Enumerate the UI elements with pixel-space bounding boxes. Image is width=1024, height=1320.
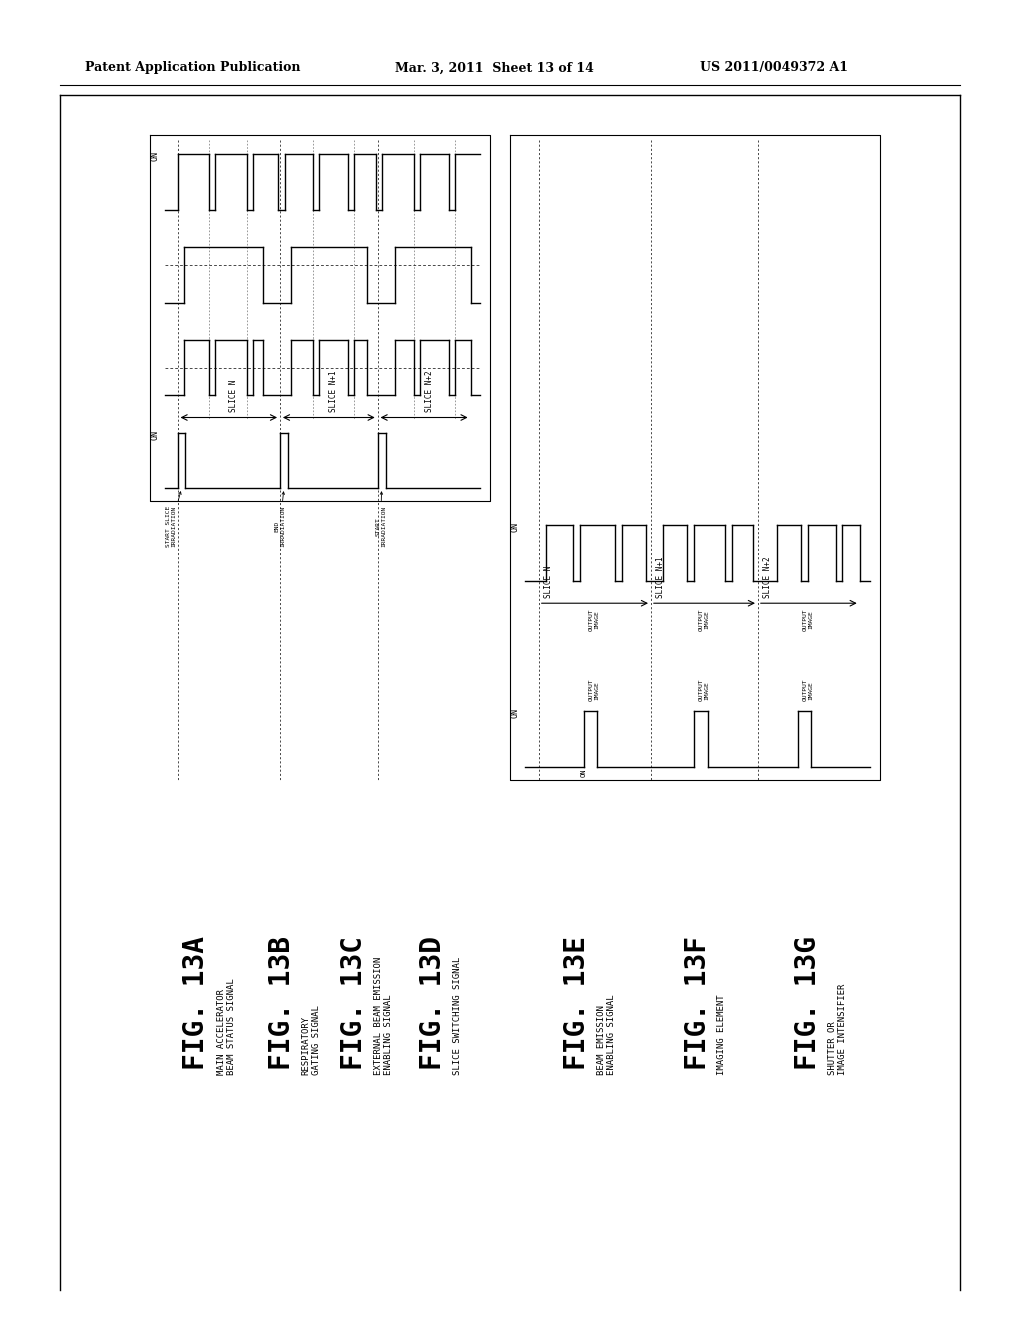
Text: ON: ON	[581, 768, 587, 777]
Text: ON: ON	[151, 429, 160, 440]
Text: START
IRRADIATION: START IRRADIATION	[376, 492, 386, 548]
Text: Patent Application Publication: Patent Application Publication	[85, 62, 300, 74]
Text: Mar. 3, 2011  Sheet 13 of 14: Mar. 3, 2011 Sheet 13 of 14	[395, 62, 594, 74]
Text: OUTPUT
IMAGE: OUTPUT IMAGE	[589, 678, 599, 701]
Text: RESPIRATORY
GATING SIGNAL: RESPIRATORY GATING SIGNAL	[301, 1005, 321, 1074]
Text: FIG. 13F: FIG. 13F	[683, 936, 712, 1071]
Text: US 2011/0049372 A1: US 2011/0049372 A1	[700, 62, 848, 74]
Text: MAIN ACCELERATOR
BEAM STATUS SIGNAL: MAIN ACCELERATOR BEAM STATUS SIGNAL	[216, 978, 236, 1074]
Text: SLICE N+2: SLICE N+2	[425, 371, 433, 412]
Text: ON: ON	[511, 523, 520, 532]
Text: FIG. 13B: FIG. 13B	[267, 936, 296, 1071]
Text: ON: ON	[151, 150, 160, 161]
Text: BEAM EMISSION
ENABLING SIGNAL: BEAM EMISSION ENABLING SIGNAL	[597, 994, 616, 1074]
Text: SHUTTER OR
IMAGE INTENSIFIER: SHUTTER OR IMAGE INTENSIFIER	[827, 983, 847, 1074]
Text: SLICE N: SLICE N	[229, 380, 239, 412]
Text: FIG. 13G: FIG. 13G	[794, 936, 822, 1071]
Text: SLICE N+2: SLICE N+2	[763, 557, 772, 598]
Text: OUTPUT
IMAGE: OUTPUT IMAGE	[803, 609, 813, 631]
Text: FIG. 13A: FIG. 13A	[182, 936, 211, 1071]
Text: END
IRRADIATION: END IRRADIATION	[274, 492, 286, 548]
Text: OUTPUT
IMAGE: OUTPUT IMAGE	[699, 678, 710, 701]
Text: SLICE N+1: SLICE N+1	[656, 557, 665, 598]
Text: SLICE N: SLICE N	[544, 566, 553, 598]
Text: FIG. 13E: FIG. 13E	[563, 936, 591, 1071]
Text: IMAGING ELEMENT: IMAGING ELEMENT	[718, 994, 726, 1074]
Text: FIG. 13C: FIG. 13C	[340, 936, 368, 1071]
Text: FIG. 13D: FIG. 13D	[419, 936, 446, 1071]
Text: SLICE SWITCHING SIGNAL: SLICE SWITCHING SIGNAL	[453, 957, 462, 1074]
Text: EXTERNAL BEAM EMISSION
ENABLING SIGNAL: EXTERNAL BEAM EMISSION ENABLING SIGNAL	[374, 957, 393, 1074]
Text: START SLICE
IRRADIATION: START SLICE IRRADIATION	[166, 492, 181, 548]
Text: OUTPUT
IMAGE: OUTPUT IMAGE	[803, 678, 813, 701]
Text: ON: ON	[511, 708, 520, 718]
Text: SLICE N+1: SLICE N+1	[330, 371, 338, 412]
Text: OUTPUT
IMAGE: OUTPUT IMAGE	[589, 609, 599, 631]
Text: OUTPUT
IMAGE: OUTPUT IMAGE	[699, 609, 710, 631]
